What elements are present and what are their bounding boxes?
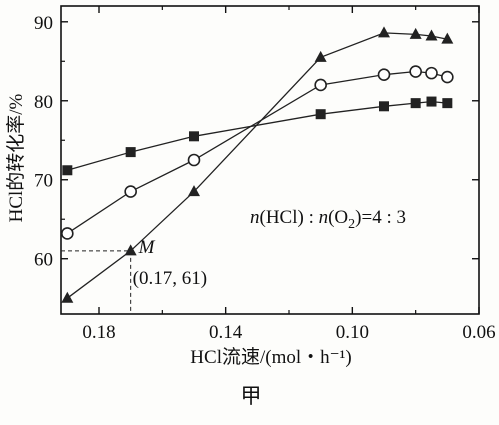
ratio-o2: (O bbox=[328, 207, 348, 228]
data-point-circle bbox=[124, 185, 137, 198]
y-axis-label: HCl的转化率/% bbox=[5, 93, 27, 222]
x-axis-ticks: 0.18 0.14 0.10 0.06 bbox=[82, 6, 496, 343]
data-point-triangle bbox=[188, 185, 200, 197]
y-tick-label: 80 bbox=[34, 92, 53, 113]
y-tick-label: 60 bbox=[34, 250, 53, 271]
plot-frame bbox=[60, 5, 480, 315]
data-point-square bbox=[189, 131, 199, 142]
data-point-triangle bbox=[425, 29, 438, 41]
data-point-square bbox=[426, 96, 437, 107]
data-point-triangle bbox=[378, 26, 390, 38]
data-point-triangle bbox=[314, 50, 327, 62]
ratio-hcl: (HCl) : bbox=[260, 207, 319, 228]
series-line-triangle-filled bbox=[66, 32, 448, 299]
y-tick-label: 90 bbox=[34, 13, 53, 34]
x-tick-label: 0.06 bbox=[462, 322, 495, 343]
data-point-square bbox=[315, 109, 326, 120]
data-point-triangle bbox=[409, 27, 422, 39]
point-M-label: M bbox=[138, 237, 156, 258]
data-point-circle bbox=[61, 227, 74, 240]
data-point-circle bbox=[425, 66, 438, 80]
x-tick-label: 0.10 bbox=[336, 322, 369, 343]
y-tick-label: 70 bbox=[34, 171, 53, 192]
data-point-square bbox=[379, 101, 389, 112]
data-point-circle bbox=[409, 65, 422, 78]
point-M-coordinates: (0.17, 61) bbox=[133, 268, 207, 289]
data-point-circle bbox=[377, 68, 391, 82]
point-M-guides bbox=[61, 250, 132, 314]
data-point-triangle bbox=[61, 291, 74, 303]
data-point-circle bbox=[314, 78, 327, 92]
data-point-square bbox=[442, 98, 453, 109]
ratio-n1: n bbox=[250, 207, 260, 228]
data-point-triangle bbox=[124, 244, 137, 256]
ratio-subscript: 2 bbox=[348, 217, 355, 232]
data-point-square bbox=[62, 165, 73, 176]
x-axis-label: HCl流速/(mol・h⁻¹) bbox=[190, 346, 351, 368]
series-group bbox=[61, 26, 454, 303]
ratio-n2: n bbox=[319, 207, 329, 228]
figure-caption: 甲 bbox=[241, 384, 262, 408]
y-axis-ticks: 60 70 80 90 bbox=[34, 13, 479, 271]
data-point-triangle bbox=[441, 32, 454, 44]
data-point-square bbox=[410, 98, 421, 109]
x-tick-label: 0.14 bbox=[209, 322, 243, 343]
series-line-square-filled bbox=[67, 100, 448, 171]
data-point-circle bbox=[187, 153, 201, 167]
ratio-annotation: n(HCl) : n(O2)=4 : 3 bbox=[250, 207, 406, 232]
ratio-rest: )=4 : 3 bbox=[355, 207, 406, 228]
x-tick-label: 0.18 bbox=[82, 322, 115, 343]
data-point-square bbox=[125, 147, 136, 158]
data-point-circle bbox=[441, 70, 454, 84]
